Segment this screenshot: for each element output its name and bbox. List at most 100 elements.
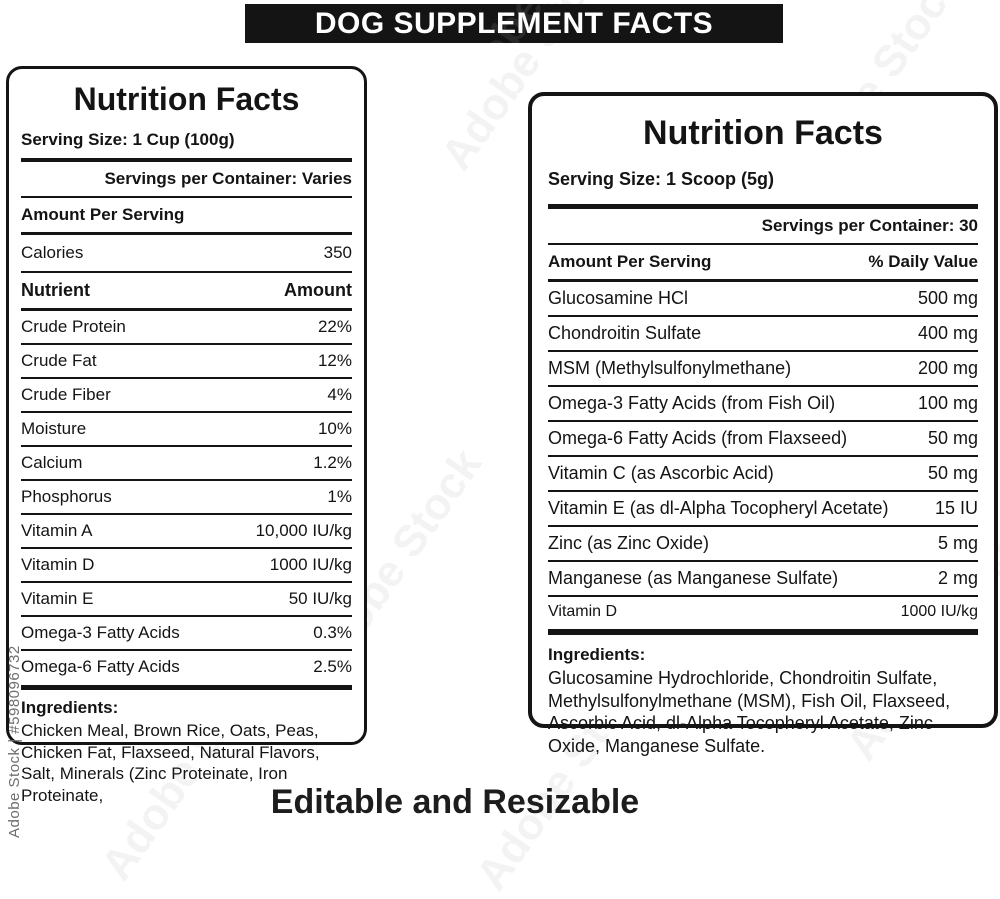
nutrient-label: Vitamin E (as dl-Alpha Tocopheryl Acetat… — [548, 498, 889, 518]
nutrient-value: 50 mg — [927, 463, 978, 483]
nutrient-rows: Crude Protein 22% Crude Fat 12% Crude Fiber 4… — [21, 311, 352, 683]
divider-medium — [21, 232, 352, 235]
nutrient-label: Omega-3 Fatty Acids (from Fish Oil) — [548, 393, 836, 413]
nutrient-row: Zinc (as Zinc Oxide) 5 mg — [548, 527, 978, 562]
column-header-row: Amount Per Serving % Daily Value — [548, 245, 978, 279]
nutrient-value: 0.3% — [313, 623, 352, 642]
nutrient-label: Phosphorus — [21, 487, 112, 506]
nutrient-row: Vitamin A 10,000 IU/kg — [21, 515, 352, 549]
nutrient-value: 2.5% — [313, 657, 352, 676]
nutrient-value: 22% — [317, 317, 352, 336]
nutrient-value: 50 mg — [927, 428, 978, 448]
nutrient-label: Vitamin E — [21, 589, 94, 608]
nutrient-value: 10,000 IU/kg — [255, 521, 352, 540]
nutrient-row: Vitamin E (as dl-Alpha Tocopheryl Acetat… — [548, 492, 978, 527]
servings-per-container: Servings per Container: Varies — [104, 169, 352, 188]
nutrient-row: Glucosamine HCl 500 mg — [548, 282, 978, 317]
nutrient-label: MSM (Methylsulfonylmethane) — [548, 358, 792, 378]
divider-thick — [548, 204, 978, 209]
nutrient-row: Vitamin D 1000 IU/kg — [21, 549, 352, 583]
calories-row: Calories 350 — [21, 235, 352, 271]
column-daily-value: % Daily Value — [868, 252, 978, 271]
nutrient-label: Vitamin A — [21, 521, 93, 540]
nutrient-label: Vitamin C (as Ascorbic Acid) — [548, 463, 774, 483]
nutrient-rows: Glucosamine HCl 500 mg Chondroitin Sulfate… — [548, 282, 978, 627]
nutrient-label: Manganese (as Manganese Sulfate) — [548, 568, 839, 588]
nutrient-row: Calcium 1.2% — [21, 447, 352, 481]
nutrient-label: Omega-3 Fatty Acids — [21, 623, 180, 642]
nutrient-label: Crude Protein — [21, 317, 126, 336]
nutrient-label: Vitamin D — [548, 603, 618, 620]
ingredients-text: Chicken Meal, Brown Rice, Oats, Peas, Ch… — [21, 721, 320, 805]
header-bar: DOG SUPPLEMENT FACTS Adobe Stock — [245, 4, 783, 43]
nutrient-label: Zinc (as Zinc Oxide) — [548, 533, 710, 553]
nutrient-row: Vitamin C (as Ascorbic Acid) 50 mg — [548, 457, 978, 492]
nutrient-row: Omega-6 Fatty Acids (from Flaxseed) 50 mg — [548, 422, 978, 457]
page-title: DOG SUPPLEMENT FACTS — [314, 6, 714, 40]
nutrient-label: Moisture — [21, 419, 87, 438]
ingredients-title: Ingredients: — [548, 645, 646, 664]
nutrient-row: Crude Fat 12% — [21, 345, 352, 379]
nutrient-label: Vitamin D — [21, 555, 95, 574]
amount-per-serving-row: Amount Per Serving — [21, 198, 352, 232]
nutrient-label: Calcium — [21, 453, 83, 472]
divider-medium — [548, 279, 978, 282]
nutrient-value: 4% — [327, 385, 352, 404]
nutrient-label: Omega-6 Fatty Acids (from Flaxseed) — [548, 428, 848, 448]
divider-medium — [21, 308, 352, 311]
nutrient-row: Moisture 10% — [21, 413, 352, 447]
nutrient-value: 1.2% — [313, 453, 352, 472]
nutrient-value: 200 mg — [917, 358, 978, 378]
nutrient-value: 400 mg — [917, 323, 978, 343]
nutrient-value: 1000 IU/kg — [269, 555, 352, 574]
divider-bar — [548, 629, 978, 635]
nutrient-row: Vitamin D 1000 IU/kg — [548, 597, 978, 627]
nutrient-row: Manganese (as Manganese Sulfate) 2 mg — [548, 562, 978, 597]
nutrient-value: 500 mg — [917, 288, 978, 308]
nutrient-label: Crude Fat — [21, 351, 97, 370]
amount-per-serving-label: Amount Per Serving — [21, 205, 185, 224]
nutrient-value: 100 mg — [917, 393, 978, 413]
ingredients-text: Glucosamine Hydrochloride, Chondroitin S… — [548, 668, 951, 757]
nutrient-value: 12% — [317, 351, 352, 370]
nutrient-value: 5 mg — [937, 533, 978, 553]
nutrient-label: Chondroitin Sulfate — [548, 323, 702, 343]
nutrient-value: 50 IU/kg — [288, 589, 352, 608]
nutrient-value: 10% — [317, 419, 352, 438]
nutrient-row: Omega-3 Fatty Acids 0.3% — [21, 617, 352, 651]
nutrient-row: Omega-6 Fatty Acids 2.5% — [21, 651, 352, 683]
servings-per-container: Servings per Container: 30 — [761, 216, 978, 235]
divider-thick — [21, 158, 352, 162]
column-nutrient: Nutrient — [21, 280, 90, 300]
nutrient-row: MSM (Methylsulfonylmethane) 200 mg — [548, 352, 978, 387]
nutrient-value: 1% — [327, 487, 352, 506]
nutrient-row: Vitamin E 50 IU/kg — [21, 583, 352, 617]
nutrition-facts-panel-left: Nutrition Facts Serving Size: 1 Cup (100… — [6, 66, 367, 805]
nutrient-row: Crude Protein 22% — [21, 311, 352, 345]
nutrient-value: 15 IU — [934, 498, 978, 518]
nutrient-label: Crude Fiber — [21, 385, 111, 404]
nutrient-row: Phosphorus 1% — [21, 481, 352, 515]
panel-title: Nutrition Facts — [73, 81, 300, 117]
calories-label: Calories — [21, 243, 84, 262]
nutrient-row: Crude Fiber 4% — [21, 379, 352, 413]
nutrient-value: 1000 IU/kg — [900, 603, 978, 620]
nutrient-label: Glucosamine HCl — [548, 288, 689, 308]
panel-title: Nutrition Facts — [643, 114, 883, 152]
divider-bar — [21, 685, 352, 690]
serving-size: Serving Size: 1 Cup (100g) — [21, 130, 235, 149]
calories-value: 350 — [323, 243, 352, 262]
nutrition-facts-panel-right: Nutrition Facts Serving Size: 1 Scoop (5… — [528, 92, 998, 756]
column-amount-per-serving: Amount Per Serving — [548, 252, 712, 271]
divider-thin — [21, 271, 352, 273]
nutrient-row: Chondroitin Sulfate 400 mg — [548, 317, 978, 352]
footer-caption: Editable and Resizable — [270, 783, 640, 821]
divider-thin — [548, 243, 978, 245]
serving-size: Serving Size: 1 Scoop (5g) — [548, 169, 775, 189]
nutrient-value: 2 mg — [937, 568, 978, 588]
column-amount: Amount — [284, 280, 352, 300]
ingredients-title: Ingredients: — [21, 698, 119, 717]
nutrient-row: Omega-3 Fatty Acids (from Fish Oil) 100 m… — [548, 387, 978, 422]
divider-thin — [21, 196, 352, 198]
nutrient-label: Omega-6 Fatty Acids — [21, 657, 180, 676]
